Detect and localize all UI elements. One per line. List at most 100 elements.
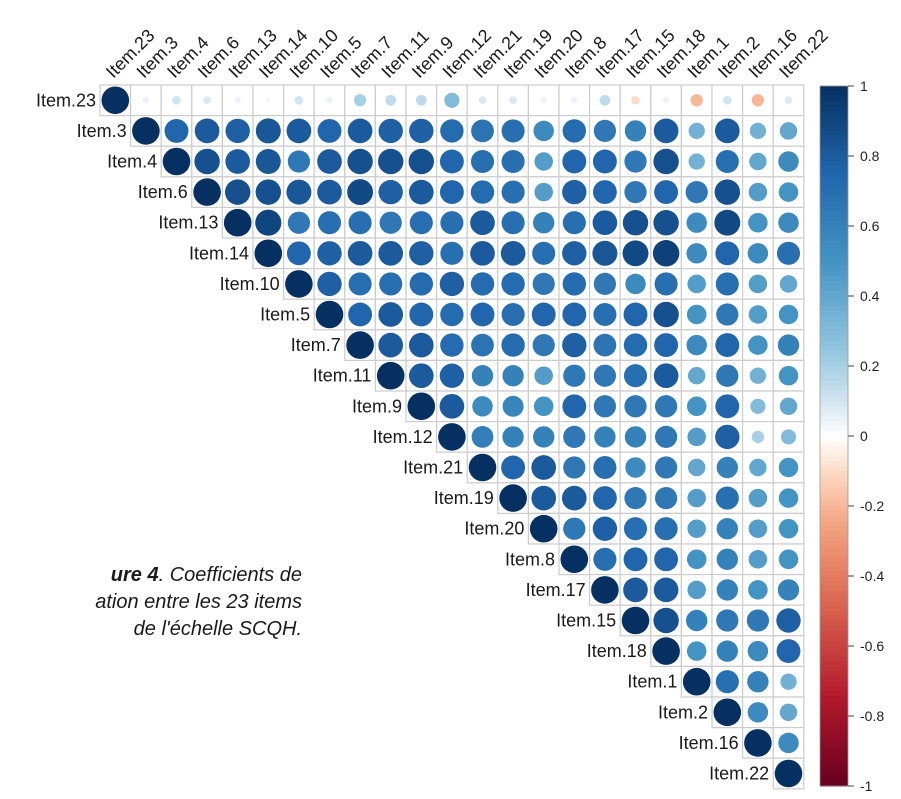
correlation-circle [193, 178, 221, 206]
colorbar-segment [820, 701, 848, 707]
colorbar-segment [820, 536, 848, 542]
colorbar-segment [820, 631, 848, 637]
correlation-circle [534, 182, 553, 202]
colorbar-segment [820, 176, 848, 182]
colorbar-segment [820, 591, 848, 597]
correlation-circle [687, 458, 706, 477]
correlation-circle [265, 97, 271, 103]
correlation-circle [287, 150, 311, 173]
colorbar-segment [820, 471, 848, 477]
colorbar-segment [820, 316, 848, 322]
colorbar-segment [820, 291, 848, 297]
correlation-circle [470, 210, 495, 236]
colorbar-segment [820, 691, 848, 697]
correlation-circle [749, 152, 767, 171]
correlation-circle [747, 671, 769, 693]
colorbar-segment [820, 446, 848, 452]
correlation-circle [409, 302, 434, 327]
row-label: Item.7 [291, 335, 341, 355]
colorbar-segment [820, 531, 848, 537]
colorbar-segment [820, 501, 848, 507]
correlation-circle [224, 179, 251, 205]
correlation-circle [409, 272, 434, 296]
correlation-circle [686, 609, 708, 632]
correlation-circle [715, 272, 739, 296]
correlation-circle [715, 424, 740, 450]
colorbar-segment [820, 491, 848, 497]
correlation-circle [687, 488, 706, 508]
correlation-circle [378, 118, 403, 144]
row-label: Item.17 [526, 580, 586, 600]
colorbar-segment [820, 706, 848, 712]
correlation-circle [777, 334, 800, 356]
correlation-circle [624, 486, 647, 510]
colorbar-tick-label: 1 [860, 78, 868, 94]
correlation-circle [776, 639, 801, 664]
correlation-circle [440, 302, 464, 327]
correlation-circle [778, 304, 799, 325]
row-label: Item.14 [189, 243, 249, 263]
correlation-circle [778, 549, 799, 570]
correlation-circle [347, 240, 373, 266]
correlation-circle [286, 118, 312, 144]
correlation-circle [722, 95, 732, 105]
row-label: Item.6 [138, 182, 188, 202]
correlation-circle [777, 579, 800, 601]
caption-line-1: . Coefficients de [158, 564, 302, 586]
correlation-circle [162, 147, 191, 176]
row-label: Item.5 [260, 305, 310, 325]
colorbar-segment [820, 301, 848, 307]
correlation-circle [714, 179, 741, 205]
correlation-circle [317, 271, 342, 297]
correlation-circle [532, 333, 555, 357]
correlation-circle [164, 118, 189, 143]
colorbar-segment [820, 716, 848, 722]
correlation-circle [501, 119, 525, 143]
correlation-circle [317, 179, 342, 205]
correlation-circle [225, 118, 250, 144]
correlation-circle [686, 243, 707, 264]
colorbar-segment [820, 171, 848, 177]
correlation-circle [622, 209, 649, 236]
correlation-circle [621, 606, 650, 635]
correlation-circle [714, 209, 741, 236]
correlation-circle [622, 240, 649, 267]
correlation-circle [716, 609, 739, 632]
colorbar-segment [820, 376, 848, 382]
colorbar-segment [820, 381, 848, 387]
correlation-circle [780, 429, 797, 445]
row-label: Item.12 [373, 427, 433, 447]
grid-cell [741, 84, 774, 117]
correlation-circle [286, 241, 311, 266]
colorbar-segment [820, 231, 848, 237]
correlation-circle [688, 122, 705, 140]
correlation-circle [716, 640, 738, 662]
colorbar-segment [820, 151, 848, 157]
colorbar-segment [820, 211, 848, 217]
colorbar-segment [820, 321, 848, 327]
correlation-circle [744, 729, 772, 757]
colorbar-segment [820, 226, 848, 232]
correlation-circle [593, 119, 617, 143]
correlation-circle [685, 180, 708, 204]
correlation-circle [747, 640, 769, 662]
colorbar-segment [820, 686, 848, 692]
correlation-circle [713, 698, 742, 727]
colorbar-tick-label: -0.2 [860, 498, 884, 514]
correlation-circle [409, 241, 434, 266]
correlation-circle [379, 211, 402, 234]
correlation-circle [531, 485, 557, 511]
correlation-circle [593, 333, 617, 357]
correlation-circle [501, 455, 526, 480]
correlation-circle [440, 211, 464, 235]
correlation-circle [748, 305, 768, 324]
colorbar-segment [820, 241, 848, 247]
correlation-circle [540, 97, 547, 104]
correlation-circle [654, 272, 678, 296]
correlation-circle [533, 396, 554, 417]
colorbar-segment [820, 521, 848, 527]
colorbar-segment [820, 216, 848, 222]
colorbar-segment [820, 581, 848, 587]
colorbar-segment [820, 781, 848, 787]
correlation-circle [562, 332, 587, 358]
